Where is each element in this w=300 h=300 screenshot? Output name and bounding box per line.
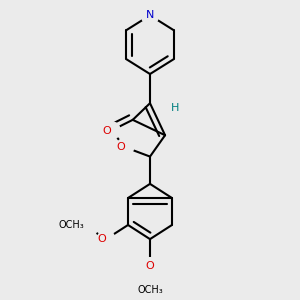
Text: O: O (116, 142, 125, 152)
Circle shape (70, 211, 98, 239)
Circle shape (97, 230, 115, 248)
Text: O: O (146, 261, 154, 272)
Circle shape (103, 122, 120, 139)
Circle shape (136, 271, 164, 299)
Text: O: O (103, 125, 111, 136)
Circle shape (141, 7, 159, 24)
Text: N: N (146, 10, 154, 20)
Text: H: H (170, 103, 179, 113)
Text: OCH₃: OCH₃ (137, 285, 163, 295)
Text: O: O (97, 234, 106, 244)
Circle shape (116, 138, 134, 156)
Circle shape (162, 99, 179, 117)
Text: OCH₃: OCH₃ (58, 220, 84, 230)
Circle shape (141, 258, 159, 275)
